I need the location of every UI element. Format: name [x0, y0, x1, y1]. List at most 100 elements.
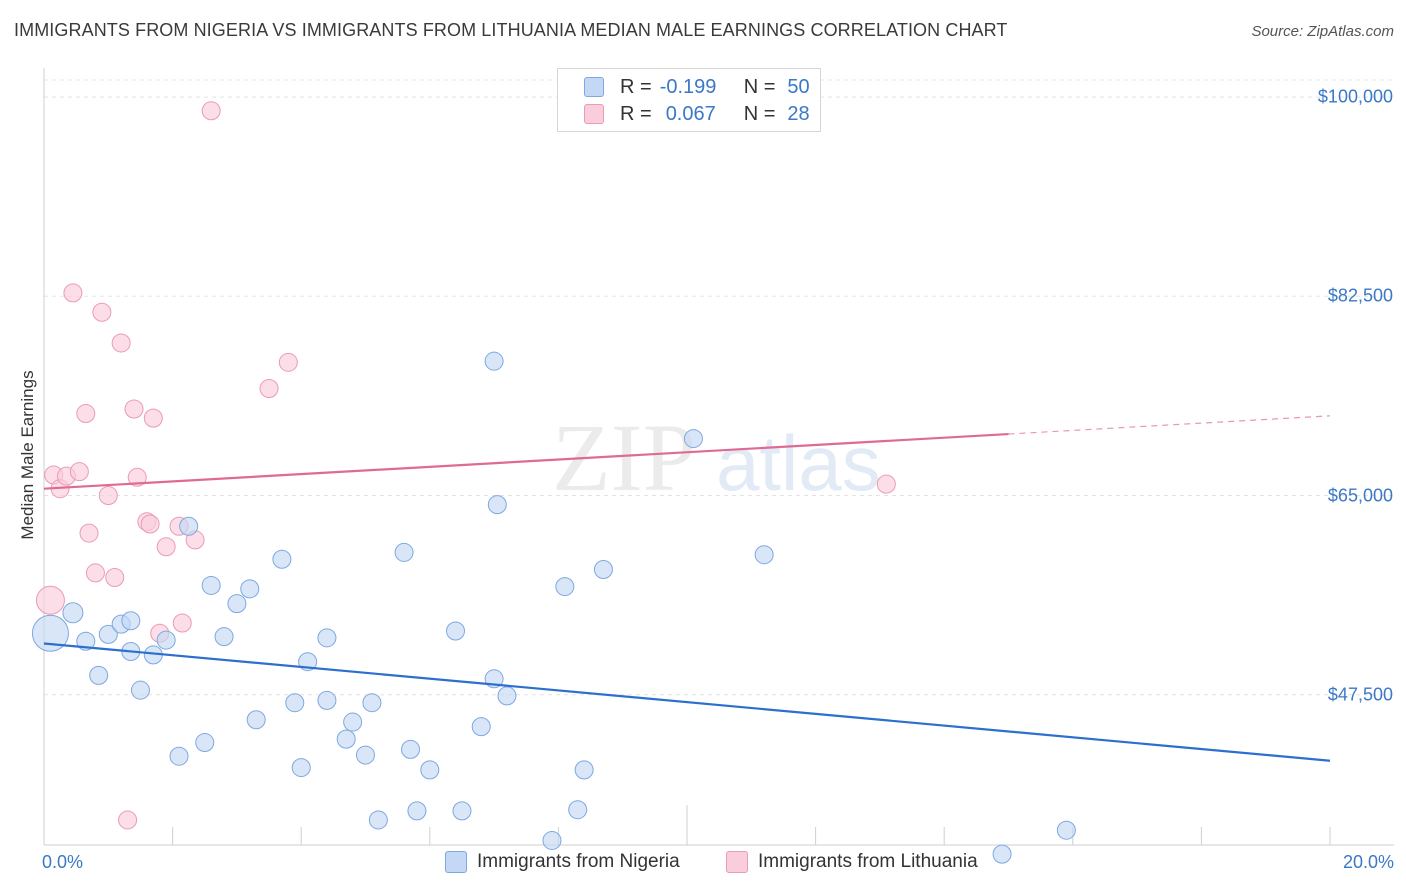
watermark-atlas: atlas — [716, 419, 881, 507]
nigeria-point — [1056, 820, 1076, 840]
bottom-legend-lithuania: Immigrants from Lithuania — [726, 851, 978, 873]
legend-row-nigeria: R = -0.199 N = 50 — [584, 74, 810, 100]
trend-lines — [43, 415, 1331, 762]
lithuania-point — [127, 467, 147, 487]
nigeria-point — [555, 577, 575, 597]
nigeria-point — [336, 729, 356, 749]
bottom-lithuania-swatch — [726, 851, 748, 873]
gridlines — [44, 79, 1394, 696]
lithuania-point — [259, 379, 279, 399]
nigeria-point — [394, 542, 414, 562]
bottom-legend-nigeria: Immigrants from Nigeria — [445, 851, 680, 873]
nigeria-n-value: 50 — [787, 75, 810, 98]
nigeria-point — [214, 627, 234, 647]
lithuania-point — [105, 567, 125, 587]
nigeria-point — [195, 733, 215, 753]
y-tick-label: $47,500 — [1327, 684, 1393, 705]
nigeria-point — [272, 549, 292, 569]
lithuania-point — [85, 563, 105, 583]
lithuania-trend-line — [43, 432, 1009, 490]
nigeria-point — [420, 760, 440, 780]
correlation-legend: R = -0.199 N = 50 R = 0.067 N = 28 — [557, 68, 821, 132]
nigeria-point — [76, 631, 96, 651]
x-tick-label-min: 0.0% — [42, 852, 84, 872]
nigeria-point — [179, 516, 199, 536]
watermark-zip: ZIP — [552, 404, 696, 511]
lithuania-point — [124, 399, 144, 419]
nigeria-point — [156, 630, 176, 650]
nigeria-point — [574, 760, 594, 780]
nigeria-point — [31, 614, 69, 652]
nigeria-point — [568, 800, 588, 820]
nigeria-point — [497, 686, 517, 706]
nigeria-point — [130, 680, 150, 700]
lithuania-point — [76, 404, 96, 424]
lithuania-point — [118, 810, 138, 830]
lithuania-swatch — [584, 104, 604, 124]
nigeria-points — [31, 351, 1076, 864]
lithuania-point — [98, 486, 118, 506]
y-tick-label: $82,500 — [1327, 285, 1393, 306]
nigeria-point — [683, 429, 703, 449]
chart-title: IMMIGRANTS FROM NIGERIA VS IMMIGRANTS FR… — [14, 20, 1008, 40]
lithuania-point — [278, 352, 298, 372]
lithuania-point — [876, 474, 896, 494]
lithuania-trend-line-extension — [1008, 415, 1331, 435]
lithuania-point — [69, 462, 89, 482]
lithuania-point — [143, 408, 163, 428]
nigeria-point — [368, 810, 388, 830]
lithuania-point — [35, 585, 65, 615]
x-tick-label-max: 20.0% — [1342, 852, 1394, 872]
nigeria-point — [452, 801, 472, 821]
lithuania-point — [92, 302, 112, 322]
nigeria-point — [487, 495, 507, 515]
bottom-nigeria-label: Immigrants from Nigeria — [477, 851, 680, 872]
nigeria-point — [246, 710, 266, 730]
nigeria-point — [542, 830, 562, 850]
lithuania-r-value: 0.067 — [665, 102, 716, 125]
lithuania-n-value: 28 — [787, 102, 810, 125]
lithuania-points — [35, 101, 896, 830]
nigeria-point — [317, 690, 337, 710]
nigeria-point — [240, 579, 260, 599]
nigeria-point — [446, 621, 466, 641]
lithuania-n-label: N = — [743, 102, 776, 125]
legend-row-lithuania: R = 0.067 N = 28 — [584, 101, 810, 127]
nigeria-point — [169, 746, 189, 766]
nigeria-point — [317, 628, 337, 648]
nigeria-point — [201, 575, 221, 595]
lithuania-point — [63, 283, 83, 303]
nigeria-point — [356, 745, 375, 765]
nigeria-point — [407, 801, 427, 821]
lithuania-point — [156, 537, 176, 557]
nigeria-point — [992, 844, 1012, 864]
nigeria-point — [227, 594, 247, 614]
nigeria-r-value: -0.199 — [659, 75, 717, 98]
nigeria-n-label: N = — [743, 75, 776, 98]
bottom-lithuania-label: Immigrants from Lithuania — [758, 851, 978, 872]
nigeria-point — [593, 560, 613, 580]
nigeria-point — [62, 602, 84, 624]
lithuania-point — [111, 333, 131, 353]
nigeria-point — [754, 545, 774, 565]
nigeria-trend-line — [43, 642, 1331, 762]
lithuania-point — [79, 523, 99, 543]
nigeria-point — [291, 758, 311, 778]
nigeria-r-label: R = — [620, 75, 652, 98]
nigeria-point — [343, 712, 363, 732]
watermark: ZIP atlas — [552, 404, 881, 511]
nigeria-point — [98, 624, 118, 644]
lithuania-point — [140, 514, 160, 534]
nigeria-point — [285, 693, 305, 713]
lithuania-r-label: R = — [620, 102, 652, 125]
nigeria-point — [362, 693, 382, 713]
nigeria-point — [121, 611, 141, 631]
lithuania-point — [201, 101, 221, 121]
lithuania-point — [172, 613, 192, 633]
nigeria-swatch — [584, 77, 604, 97]
y-tick-label: $65,000 — [1327, 485, 1393, 505]
bottom-nigeria-swatch — [445, 851, 467, 873]
nigeria-point — [89, 665, 109, 685]
source-label: Source: ZipAtlas.com — [1251, 23, 1394, 40]
